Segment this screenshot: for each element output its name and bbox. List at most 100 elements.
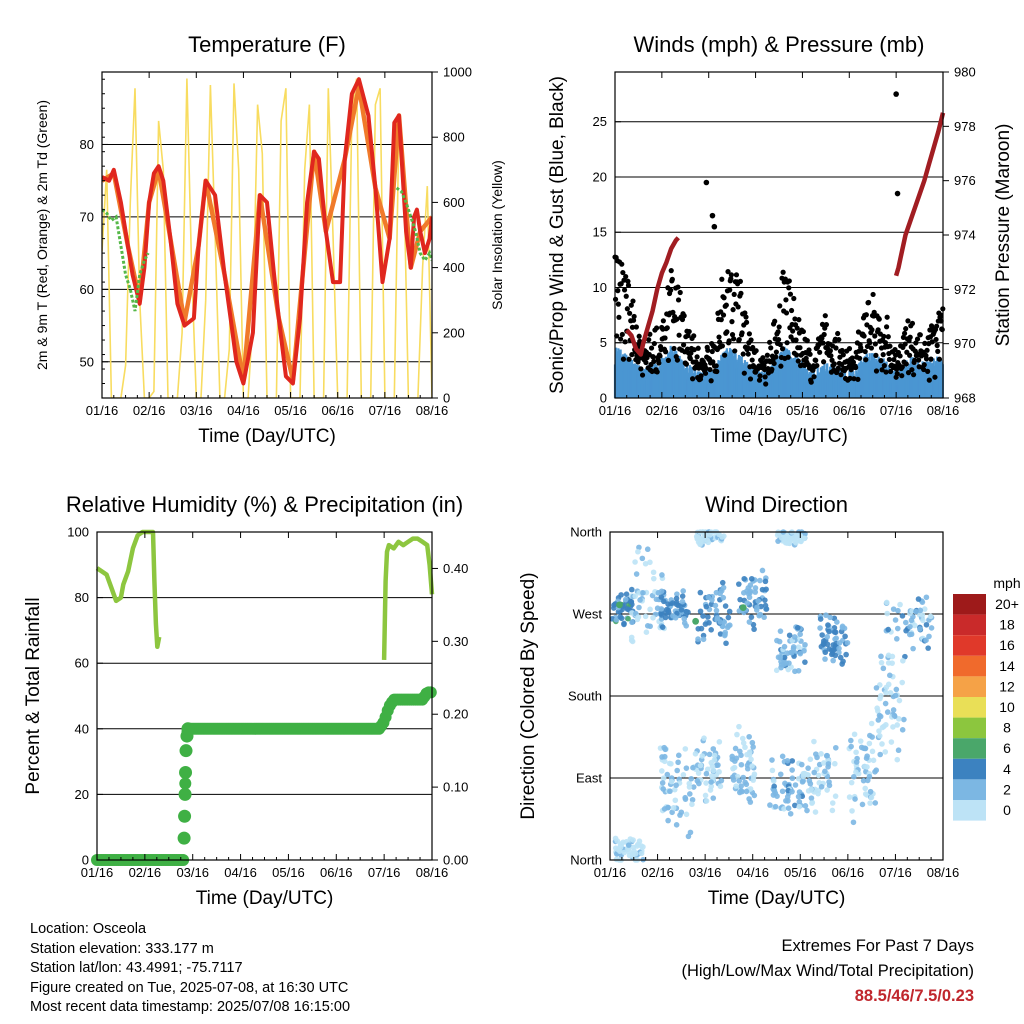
x-tick-label: 08/16 <box>416 865 449 880</box>
direction-point <box>703 770 710 777</box>
direction-point <box>747 582 754 588</box>
gust-point <box>808 379 814 385</box>
y-tick-label: North <box>570 853 602 868</box>
direction-point <box>732 745 739 752</box>
gust-outlier-point <box>711 223 718 230</box>
direction-point <box>686 784 693 790</box>
direction-point <box>696 780 702 787</box>
direction-point <box>850 819 857 826</box>
gust-point <box>728 276 734 282</box>
x-tick-label: 04/16 <box>736 865 769 880</box>
gust-point <box>677 289 683 296</box>
precip-point <box>179 777 192 790</box>
gust-point <box>773 354 779 360</box>
gust-point <box>772 318 778 324</box>
direction-point <box>786 632 793 639</box>
direction-point <box>893 686 900 693</box>
gust-point <box>710 359 716 365</box>
x-tick-label: 04/16 <box>739 403 772 418</box>
gust-point <box>671 345 677 352</box>
gust-point <box>923 356 930 362</box>
chart-title: Temperature (F) <box>188 32 346 57</box>
direction-point <box>826 646 833 652</box>
gust-point <box>654 325 660 331</box>
direction-point <box>751 771 758 777</box>
direction-point <box>665 817 671 824</box>
dewpoint-line <box>102 208 150 312</box>
legend-swatch <box>953 717 986 739</box>
gust-point <box>894 371 900 377</box>
y2-tick-label: 600 <box>443 195 465 210</box>
gust-point <box>724 329 730 335</box>
gust-outlier-point <box>709 212 716 219</box>
gust-point <box>707 366 713 373</box>
direction-point <box>908 617 915 624</box>
legend-label: 20+ <box>995 596 1019 612</box>
direction-point <box>832 636 838 642</box>
direction-point <box>673 782 679 789</box>
direction-point <box>659 624 666 630</box>
y-tick-label: 100 <box>67 525 89 540</box>
direction-point <box>825 761 832 767</box>
x-tick-label: 03/16 <box>689 865 722 880</box>
gust-point <box>695 345 701 351</box>
legend-label: 16 <box>999 637 1015 653</box>
extremes-summary: Extremes For Past 7 Days (High/Low/Max W… <box>681 934 974 1009</box>
gust-point <box>932 374 938 380</box>
direction-point <box>794 624 801 631</box>
direction-point <box>819 632 825 638</box>
gust-point <box>835 330 841 337</box>
gust-point <box>618 336 624 342</box>
direction-point <box>621 621 627 628</box>
gust-point <box>664 325 670 331</box>
direction-point <box>826 779 832 785</box>
gust-point <box>623 293 629 299</box>
direction-point <box>872 800 879 806</box>
direction-point <box>906 631 913 638</box>
direction-point <box>886 672 893 679</box>
legend-swatch <box>953 635 986 656</box>
gust-point <box>804 337 810 344</box>
direction-point <box>777 771 784 778</box>
y-tick-label: North <box>570 525 602 540</box>
direction-point <box>802 659 808 665</box>
gust-point <box>635 359 641 365</box>
direction-point <box>878 659 885 666</box>
precip-point <box>179 744 193 758</box>
y-tick-label: 60 <box>80 282 94 297</box>
x-tick-label: 07/16 <box>879 865 912 880</box>
gust-point <box>862 348 868 355</box>
direction-point <box>709 763 716 770</box>
gust-point <box>716 334 722 340</box>
gust-point <box>847 375 853 381</box>
direction-point <box>625 842 632 848</box>
direction-point <box>781 654 788 661</box>
gust-point <box>851 376 857 382</box>
direction-point <box>882 749 889 755</box>
gust-point <box>660 318 666 324</box>
x-tick-label: 04/16 <box>227 403 260 418</box>
gust-point <box>887 343 893 349</box>
direction-point <box>806 777 813 784</box>
gust-point <box>624 306 630 312</box>
direction-point <box>868 720 875 727</box>
y2-tick-label: 1000 <box>443 65 472 80</box>
panel-winds: Winds (mph) & Pressure (mb) 01/16 02/16 03/… <box>547 32 1014 447</box>
direction-point <box>750 777 757 783</box>
direction-point <box>786 660 792 666</box>
direction-point <box>711 752 718 759</box>
gust-point <box>693 359 699 365</box>
extremes-subtitle: (High/Low/Max Wind/Total Precipitation) <box>681 962 974 980</box>
gust-point <box>747 376 754 382</box>
direction-point <box>792 538 798 545</box>
direction-point <box>719 579 726 586</box>
direction-point <box>809 800 815 806</box>
direction-point <box>708 783 715 790</box>
gust-point <box>675 284 681 290</box>
gust-point <box>794 325 800 331</box>
gust-point <box>749 357 755 363</box>
direction-point <box>743 781 750 788</box>
direction-point <box>723 640 729 647</box>
gust-point <box>702 370 709 376</box>
direction-point <box>896 716 902 722</box>
